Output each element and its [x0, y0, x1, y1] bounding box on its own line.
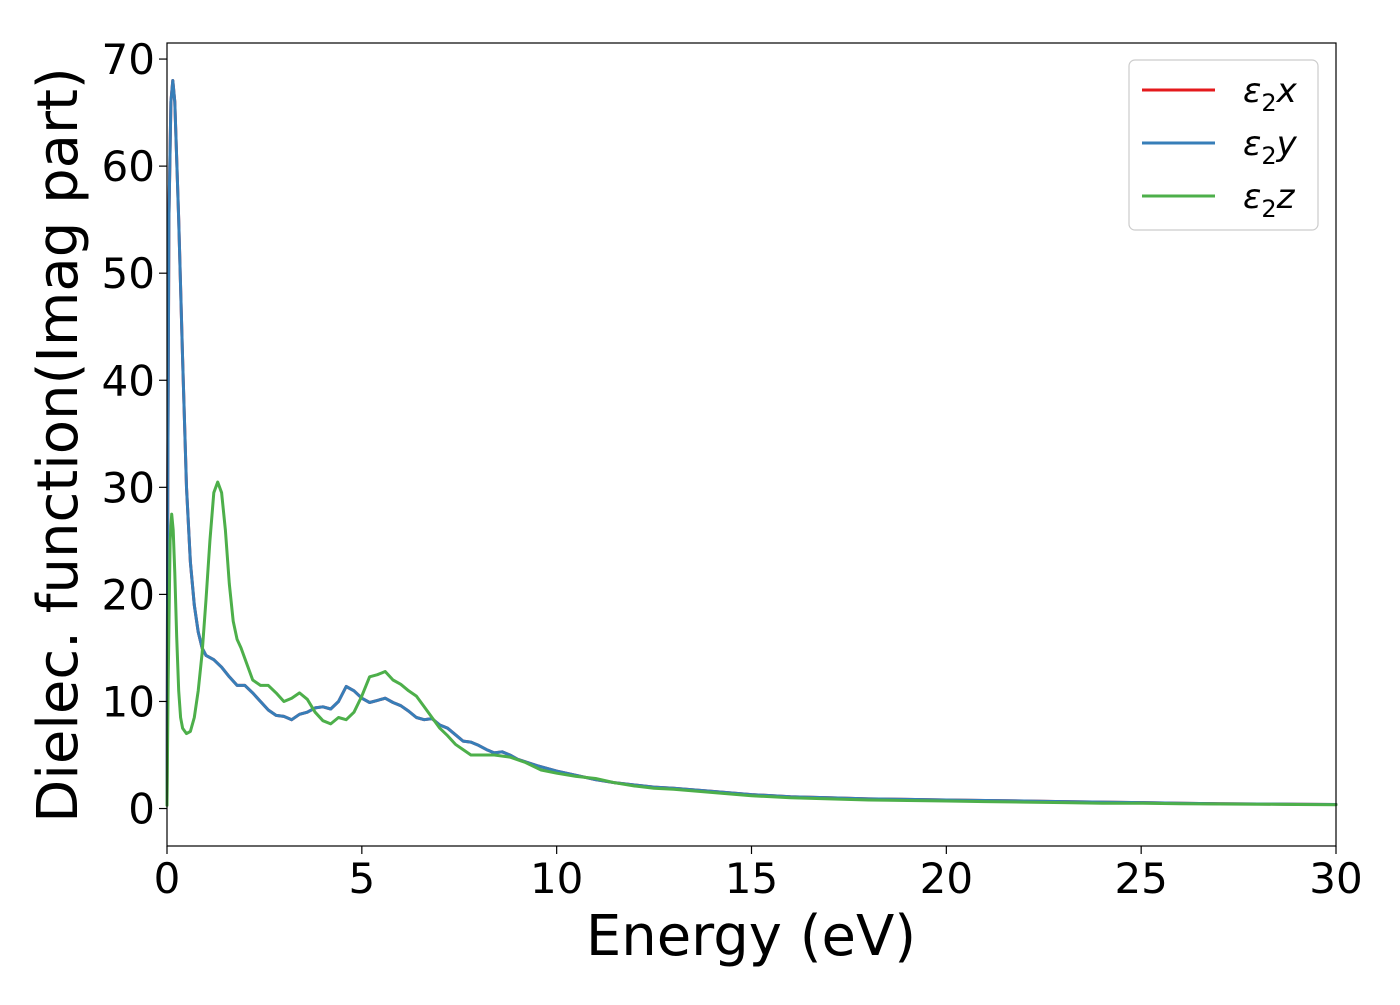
x-tick-label: 20 — [920, 854, 973, 903]
y-tick-label: 70 — [102, 35, 155, 84]
x-axis-ticks: 0 5 10 15 20 25 30 — [154, 846, 1363, 903]
y-axis-ticks: 0 10 20 30 40 50 60 70 — [102, 35, 167, 834]
legend: ε2x ε2y ε2z — [1128, 59, 1319, 231]
y-tick-label: 0 — [128, 785, 155, 834]
y-tick-label: 30 — [102, 463, 155, 512]
x-tick-label: 15 — [725, 854, 778, 903]
y-tick-label: 20 — [102, 570, 155, 619]
legend-label-y: ε2y — [1243, 124, 1298, 170]
x-tick-label: 30 — [1309, 854, 1362, 903]
x-tick-label: 25 — [1114, 854, 1167, 903]
x-tick-label: 5 — [348, 854, 375, 903]
x-tick-label: 0 — [154, 854, 181, 903]
series-line-z — [165, 480, 1338, 807]
legend-box — [1128, 59, 1319, 231]
plot-lines — [165, 79, 1338, 807]
y-tick-label: 10 — [102, 677, 155, 726]
y-tick-label: 60 — [102, 142, 155, 191]
legend-label-x: ε2x — [1243, 71, 1298, 117]
y-axis-label: Dielec. function(Imag part) — [26, 67, 91, 823]
x-axis-label: Energy (eV) — [586, 904, 916, 969]
x-tick-label: 10 — [530, 854, 583, 903]
y-tick-label: 50 — [102, 249, 155, 298]
legend-label-z: ε2z — [1243, 177, 1296, 223]
y-tick-label: 40 — [102, 356, 155, 405]
